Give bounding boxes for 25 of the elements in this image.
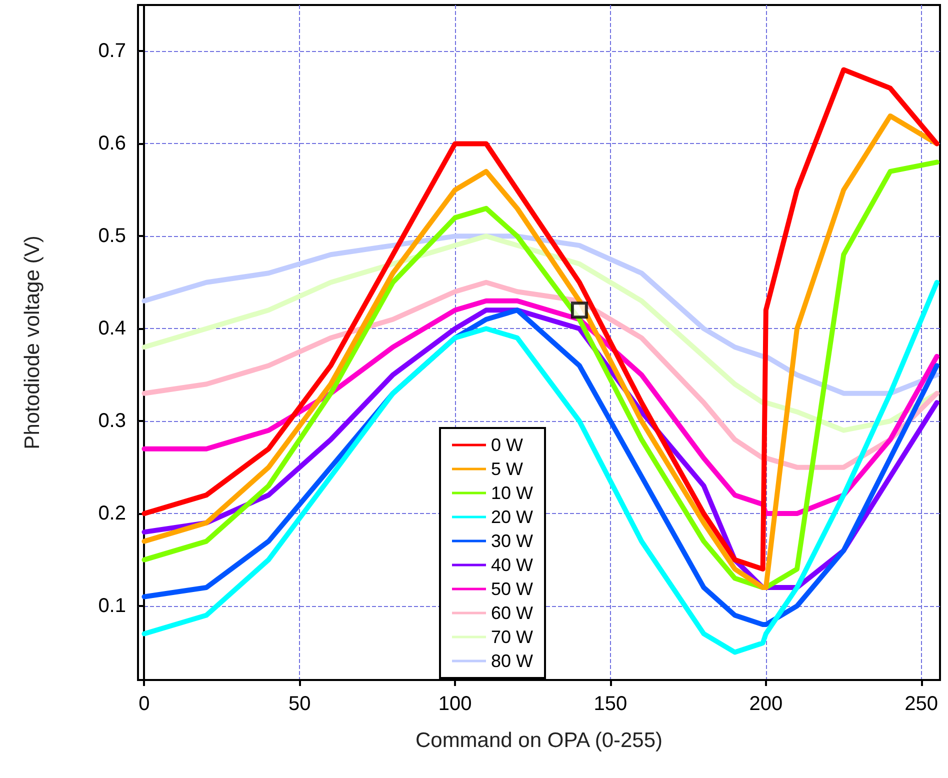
y-tick-label: 0.5 bbox=[98, 225, 126, 248]
x-tick-label: 0 bbox=[138, 693, 150, 715]
y-tick-label: 0.6 bbox=[98, 132, 126, 155]
x-tick-label: 150 bbox=[594, 693, 628, 715]
x-tick-label: 250 bbox=[904, 693, 938, 715]
legend-label: 5 W bbox=[491, 459, 524, 479]
legend-label: 30 W bbox=[491, 531, 534, 551]
legend-label: 70 W bbox=[491, 627, 534, 647]
y-axis-title: Photodiode voltage (V) bbox=[21, 236, 44, 450]
legend-label: 60 W bbox=[491, 603, 534, 623]
legend-label: 20 W bbox=[491, 507, 534, 527]
legend-label: 80 W bbox=[491, 651, 534, 671]
x-axis-title: Command on OPA (0-255) bbox=[415, 729, 663, 752]
x-tick-label: 200 bbox=[749, 693, 783, 715]
y-tick-label: 0.3 bbox=[98, 410, 126, 432]
y-tick-label: 0.1 bbox=[98, 595, 126, 618]
x-tick-label: 100 bbox=[438, 693, 472, 715]
legend-label: 40 W bbox=[491, 555, 534, 575]
legend-label: 0 W bbox=[491, 435, 524, 455]
legend-label: 50 W bbox=[491, 579, 534, 599]
legend-label: 10 W bbox=[491, 483, 534, 503]
y-tick-label: 0.2 bbox=[98, 502, 126, 525]
y-tick-label: 0.4 bbox=[98, 318, 126, 340]
y-tick-label: 0.7 bbox=[98, 40, 126, 62]
x-tick-label: 50 bbox=[288, 693, 311, 715]
